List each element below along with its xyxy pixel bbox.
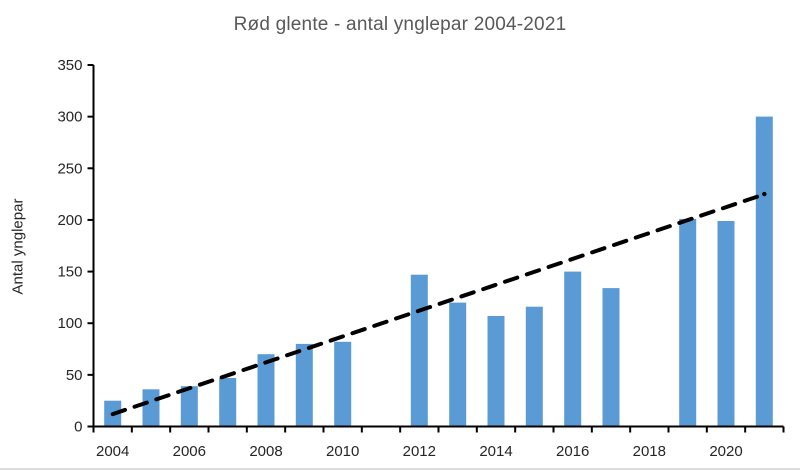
y-tick-label-0: 0: [74, 419, 82, 436]
bar-2014: [487, 316, 505, 427]
y-tick-label-250: 250: [57, 160, 82, 177]
bar-2013: [449, 302, 467, 427]
y-tick-label-200: 200: [57, 212, 82, 229]
x-tick-label-2016: 2016: [556, 443, 589, 460]
bar-2021: [755, 116, 773, 427]
bar-2017: [602, 288, 620, 427]
x-tick-label-2012: 2012: [403, 443, 436, 460]
x-tick-label-2010: 2010: [326, 443, 359, 460]
y-tick-label-300: 300: [57, 109, 82, 126]
chart-title: Rød glente - antal ynglepar 2004-2021: [233, 14, 567, 35]
bar-2010: [334, 341, 352, 427]
bar-2016: [564, 271, 582, 427]
trendline-end-dot: [762, 191, 767, 197]
bar-2006: [180, 386, 198, 427]
bar-2009: [295, 343, 313, 427]
y-axis-title: Antal ynglepar: [9, 198, 27, 295]
chart-bottom-border: [0, 468, 800, 470]
x-tick-label-2014: 2014: [479, 443, 512, 460]
x-tick-label-2018: 2018: [633, 443, 666, 460]
x-tick-label-2008: 2008: [249, 443, 282, 460]
bar-2007: [219, 378, 237, 427]
bar-2008: [257, 354, 275, 427]
trendline: [110, 193, 763, 417]
bar-2019: [679, 218, 697, 427]
bar-2012: [410, 274, 428, 427]
x-tick-label-2006: 2006: [173, 443, 206, 460]
bar-2015: [525, 306, 543, 427]
x-tick-label-2020: 2020: [709, 443, 742, 460]
bar-2005: [142, 389, 160, 427]
y-tick-label-350: 350: [57, 57, 82, 74]
y-tick-label-50: 50: [66, 367, 83, 384]
y-tick-label-150: 150: [57, 264, 82, 281]
x-tick-label-2004: 2004: [96, 443, 129, 460]
bar-2020: [717, 221, 735, 427]
y-tick-label-100: 100: [57, 315, 82, 332]
